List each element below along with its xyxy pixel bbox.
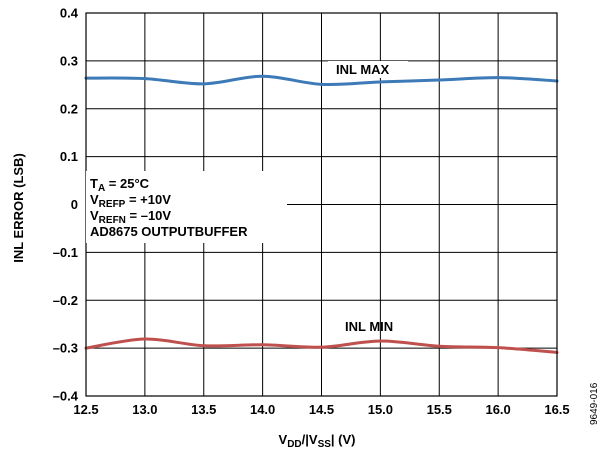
annotation-buffer: AD8675 OUTPUTBUFFER	[90, 224, 248, 239]
y-axis-title: INL ERROR (LSB)	[11, 153, 26, 263]
x-tick-labels: 12.5 13.0 13.5 14.0 14.5 15.0 15.5 16.0 16.5	[73, 402, 569, 417]
x-tick-label: 13.5	[191, 402, 216, 417]
y-tick-labels: 0.4 0.3 0.2 0.1 0 –0.1 –0.2 –0.3 –0.4	[53, 6, 79, 404]
annotation-vrefn: VREFN = –10V	[90, 208, 171, 226]
series-label-inl-max: INL MAX	[336, 62, 390, 77]
series-label-inl-min: INL MIN	[345, 319, 393, 334]
x-tick-label: 15.5	[427, 402, 452, 417]
x-tick-label: 16.0	[485, 402, 510, 417]
series-line-inl-max	[84, 74, 559, 87]
x-tick-label: 15.0	[368, 402, 393, 417]
y-tick-label: –0.4	[53, 389, 79, 404]
y-tick-label: 0.4	[60, 6, 79, 21]
inl-max-label-bg	[328, 61, 408, 78]
series-line-inl-min	[84, 337, 559, 354]
annotation-ta: TA = 25°C	[90, 176, 150, 194]
x-tick-label: 14.5	[309, 402, 334, 417]
y-tick-label: 0	[71, 197, 78, 212]
x-tick-label: 14.0	[250, 402, 275, 417]
y-tick-label: 0.3	[60, 53, 78, 68]
conditions-box	[86, 171, 287, 243]
y-tick-label: –0.2	[53, 293, 78, 308]
figure-id: 9649-016	[589, 382, 600, 425]
annotation-vrefp: VREFP = +10V	[90, 192, 171, 210]
y-tick-label: 0.1	[60, 149, 78, 164]
y-tick-label: –0.1	[53, 245, 78, 260]
x-tick-label: 16.5	[544, 402, 569, 417]
y-tick-label: 0.2	[60, 101, 78, 116]
x-axis-title: VDD/|VSS| (V)	[279, 432, 356, 450]
x-tick-label: 12.5	[73, 402, 98, 417]
series-lines	[84, 74, 559, 354]
y-tick-label: –0.3	[53, 341, 78, 356]
x-tick-label: 13.0	[132, 402, 157, 417]
